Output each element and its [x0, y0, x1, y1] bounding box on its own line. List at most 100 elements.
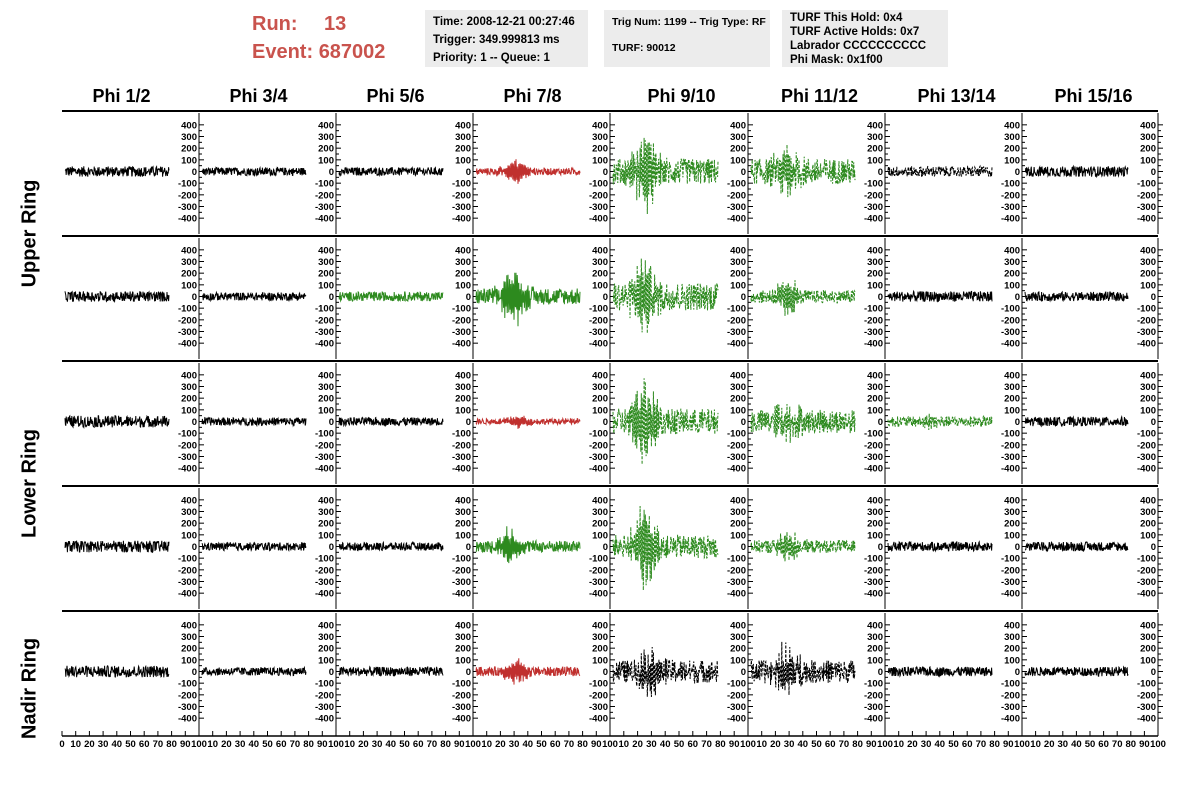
- y-tick-label: -100: [315, 304, 334, 315]
- y-tick-label: 300: [1140, 507, 1156, 518]
- y-tick-label: 0: [466, 292, 471, 303]
- waveform-trace: [201, 165, 307, 178]
- x-tick-label: 100: [328, 739, 344, 750]
- y-tick-label: 200: [455, 394, 471, 405]
- y-tick-label: -200: [452, 440, 471, 451]
- y-tick-label: 100: [730, 530, 746, 541]
- x-tick-label: 50: [1085, 739, 1096, 750]
- y-tick-label: -200: [315, 690, 334, 701]
- waveform-trace: [750, 531, 856, 562]
- y-tick-label: 400: [181, 120, 197, 131]
- y-tick-label: -100: [178, 554, 197, 565]
- y-tick-label: -400: [452, 589, 471, 600]
- waveform-trace: [1024, 290, 1129, 303]
- y-tick-label: -100: [452, 429, 471, 440]
- x-tick-label: 10: [893, 739, 904, 750]
- y-tick-label: -400: [727, 589, 746, 600]
- y-tick-label: -100: [315, 679, 334, 690]
- y-tick-label: 300: [730, 132, 746, 143]
- y-tick-label: -200: [178, 565, 197, 576]
- y-tick-label: -200: [315, 440, 334, 451]
- waveform-trace: [475, 159, 581, 184]
- y-tick-label: -200: [452, 190, 471, 201]
- x-tick-label: 10: [344, 739, 355, 750]
- y-tick-label: 300: [181, 382, 197, 393]
- x-tick-label: 90: [729, 739, 740, 750]
- y-tick-label: -400: [452, 464, 471, 475]
- y-tick-label: 100: [1004, 530, 1020, 541]
- y-tick-label: 300: [592, 632, 608, 643]
- y-tick-label: 0: [1015, 167, 1020, 178]
- y-tick-label: -300: [315, 702, 334, 713]
- y-tick-label: -200: [864, 190, 883, 201]
- waveform-trace: [338, 416, 444, 428]
- y-tick-label: 400: [730, 495, 746, 506]
- x-tick-label: 80: [715, 739, 726, 750]
- y-tick-label: -200: [1137, 190, 1156, 201]
- x-tick-label: 60: [413, 739, 424, 750]
- y-tick-label: 100: [181, 530, 197, 541]
- y-tick-label: -100: [315, 179, 334, 190]
- x-tick-label: 100: [877, 739, 893, 750]
- y-tick-label: -300: [589, 327, 608, 338]
- y-tick-label: 300: [592, 132, 608, 143]
- y-tick-label: -400: [315, 464, 334, 475]
- y-tick-label: -100: [452, 554, 471, 565]
- y-tick-label: 400: [455, 620, 471, 631]
- y-tick-label: 200: [1004, 644, 1020, 655]
- y-tick-label: -400: [1137, 214, 1156, 225]
- y-tick-label: -100: [1137, 429, 1156, 440]
- y-tick-label: 400: [592, 495, 608, 506]
- y-tick-label: 200: [1140, 269, 1156, 280]
- y-tick-label: -400: [864, 464, 883, 475]
- y-tick-label: -300: [178, 327, 197, 338]
- y-tick-label: 300: [318, 132, 334, 143]
- y-tick-label: 300: [592, 507, 608, 518]
- y-tick-label: -400: [864, 339, 883, 350]
- y-tick-label: 400: [1140, 620, 1156, 631]
- y-tick-label: -400: [315, 714, 334, 725]
- y-tick-label: 300: [1004, 382, 1020, 393]
- y-tick-label: -100: [1137, 554, 1156, 565]
- y-tick-label: -200: [589, 315, 608, 326]
- y-tick-label: -200: [864, 315, 883, 326]
- x-tick-label: 80: [303, 739, 314, 750]
- x-tick-label: 100: [1150, 739, 1166, 750]
- y-tick-label: -300: [1001, 702, 1020, 713]
- waveform-trace: [750, 280, 856, 316]
- y-tick-label: -300: [1001, 202, 1020, 213]
- time-text: Time: 2008-12-21 00:27:46: [433, 16, 575, 28]
- phi-mask-text: Phi Mask: 0x1f00: [790, 54, 883, 66]
- y-tick-label: 300: [592, 382, 608, 393]
- y-tick-label: -200: [1001, 565, 1020, 576]
- y-tick-label: 100: [592, 155, 608, 166]
- x-tick-label: 20: [632, 739, 643, 750]
- y-tick-label: 300: [318, 257, 334, 268]
- y-tick-label: 300: [1004, 132, 1020, 143]
- y-tick-label: 0: [1015, 542, 1020, 553]
- y-tick-label: 0: [329, 167, 334, 178]
- y-tick-label: 100: [318, 155, 334, 166]
- y-tick-label: -200: [727, 190, 746, 201]
- y-tick-label: -300: [864, 327, 883, 338]
- x-tick-label: 90: [1139, 739, 1150, 750]
- y-tick-label: 300: [730, 257, 746, 268]
- waveform-trace: [201, 290, 307, 303]
- waveform-trace: [201, 416, 307, 428]
- x-tick-label: 100: [465, 739, 481, 750]
- y-tick-label: 200: [318, 144, 334, 155]
- y-tick-label: 200: [318, 394, 334, 405]
- y-tick-label: -300: [864, 702, 883, 713]
- y-tick-label: -100: [178, 179, 197, 190]
- x-tick-label: 30: [98, 739, 109, 750]
- y-tick-label: 300: [181, 257, 197, 268]
